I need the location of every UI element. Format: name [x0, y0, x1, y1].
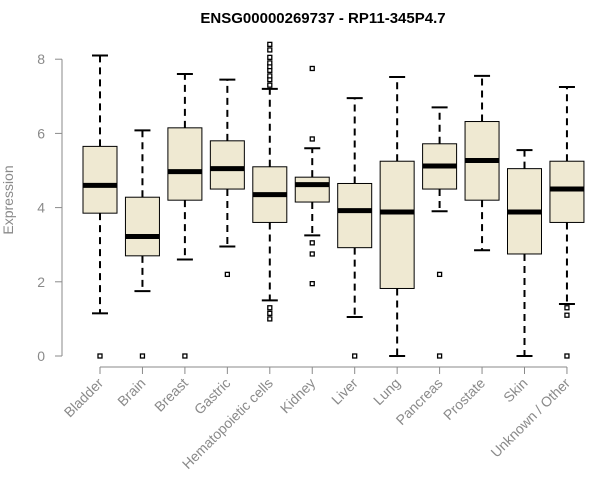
box-series: [82, 41, 585, 359]
chart-title: ENSG00000269737 - RP11-345P4.7: [200, 10, 445, 27]
box-kidney: [294, 65, 330, 287]
x-tick-label: Unknown / Other: [487, 375, 573, 461]
box-hematopoietic-cells: [252, 41, 288, 322]
x-tick-label: Pancreas: [393, 375, 446, 428]
outlier-point: [267, 305, 273, 311]
box-iqr: [167, 127, 203, 201]
y-tick-label: 0: [37, 348, 45, 364]
x-tick-label: Prostate: [440, 375, 488, 423]
box-pancreas: [422, 106, 458, 359]
outlier-point: [267, 47, 273, 53]
box-unknown-other: [549, 86, 585, 359]
outlier-point: [139, 353, 146, 359]
x-tick-label: Brain: [114, 375, 148, 409]
outlier-point: [309, 281, 315, 287]
outlier-point: [267, 73, 273, 79]
x-tick-label: Liver: [328, 375, 361, 408]
x-tick-label: Skin: [500, 375, 531, 406]
box-iqr: [379, 160, 415, 289]
box-prostate: [464, 74, 500, 252]
y-tick-label: 4: [37, 200, 45, 216]
x-tick-label: Kidney: [277, 375, 319, 417]
box-iqr: [82, 145, 118, 214]
outlier-point: [267, 82, 273, 88]
outlier-point: [267, 310, 273, 316]
y-tick-label: 6: [37, 125, 45, 141]
outlier-point: [564, 305, 570, 311]
y-tick-label: 2: [37, 274, 45, 290]
outlier-point: [267, 41, 273, 48]
outlier-point: [182, 353, 188, 359]
outlier-point: [309, 136, 315, 142]
y-axis: 0 2 4 6 8: [37, 51, 63, 364]
outlier-point: [352, 353, 358, 359]
outlier-point: [267, 60, 273, 66]
outlier-point: [564, 312, 570, 318]
x-tick-label: Breast: [151, 375, 191, 415]
outlier-point: [309, 251, 315, 257]
outlier-point: [267, 54, 273, 60]
box-lung: [379, 76, 415, 357]
y-axis-label: Expression: [0, 165, 16, 234]
box-iqr: [124, 196, 160, 257]
outlier-point: [224, 271, 231, 278]
x-tick-label: Lung: [370, 375, 403, 408]
outlier-point: [97, 353, 103, 359]
outlier-point: [436, 271, 443, 278]
outlier-point: [564, 353, 570, 359]
box-breast: [167, 73, 203, 359]
box-iqr: [337, 182, 373, 249]
box-brain: [124, 129, 160, 359]
outlier-point: [267, 316, 273, 322]
box-iqr: [209, 140, 245, 190]
box-gastric: [209, 78, 245, 278]
outlier-point: [309, 65, 315, 72]
box-skin: [507, 149, 542, 357]
y-tick-label: 8: [37, 51, 45, 67]
box-liver: [337, 97, 373, 359]
outlier-point: [436, 353, 443, 359]
box-iqr: [549, 160, 585, 223]
outlier-point: [309, 240, 315, 246]
box-iqr: [294, 176, 330, 203]
box-bladder: [82, 54, 118, 359]
x-tick-label: Bladder: [61, 375, 107, 421]
